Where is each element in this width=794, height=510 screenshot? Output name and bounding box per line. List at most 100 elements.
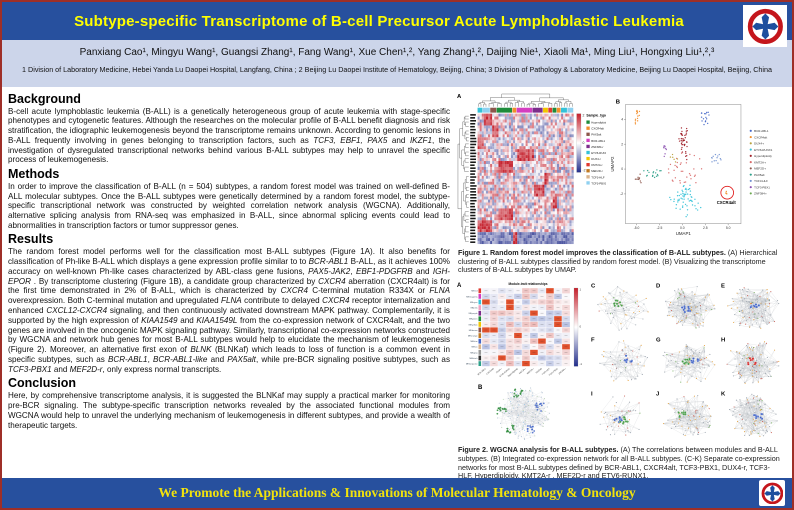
svg-text:CXCR4alt: CXCR4alt [754, 135, 767, 139]
svg-text:Sample_type: Sample_type [586, 114, 606, 118]
svg-text:B: B [478, 385, 483, 391]
svg-text:Hyperdiploidy: Hyperdiploidy [507, 367, 519, 378]
svg-text:DUX4-r: DUX4-r [754, 142, 764, 146]
svg-text:5.0: 5.0 [726, 226, 731, 230]
svg-text:2.5: 2.5 [703, 226, 708, 230]
poster-body: Background B-cell acute lymphoblastic le… [2, 87, 792, 481]
figure2-panel-k-network: K [721, 391, 778, 438]
figure2-panel-f-network: F [591, 337, 648, 382]
svg-text:TCF3-HLF: TCF3-HLF [591, 175, 605, 179]
svg-text:A: A [457, 283, 462, 289]
section-text-conclusion: Here, by comprehensive transcriptome ana… [8, 391, 450, 430]
svg-text:0: 0 [580, 325, 582, 329]
svg-text:0.0: 0.0 [680, 226, 685, 230]
section-heading-methods: Methods [8, 166, 60, 181]
section-heading-results: Results [8, 232, 54, 247]
svg-text:MEF2D-r: MEF2D-r [526, 367, 535, 375]
svg-text:ETV6-RUNX1: ETV6-RUNX1 [499, 368, 511, 378]
authors-strip: Panxiang Cao¹, Mingyu Wang¹, Guangsi Zha… [2, 40, 792, 87]
svg-text:B: B [616, 99, 620, 105]
hospital-cross-icon [747, 8, 783, 44]
svg-text:DUX4-r: DUX4-r [591, 157, 600, 161]
section-heading-conclusion: Conclusion [8, 376, 77, 391]
svg-text:MEturquoise: MEturquoise [466, 363, 479, 366]
figure2-panel-j-network: J [656, 391, 712, 437]
svg-text:MEmagenta: MEmagenta [466, 295, 478, 298]
svg-text:2: 2 [582, 114, 584, 118]
footer-slogan: We Promote the Applications & Innovation… [158, 485, 636, 500]
svg-text:A: A [457, 94, 462, 100]
hospital-logo [743, 5, 787, 47]
svg-text:G: G [656, 337, 661, 343]
svg-text:2: 2 [621, 142, 623, 146]
text-column: Background B-cell acute lymphoblastic le… [8, 90, 450, 473]
svg-text:-1: -1 [580, 362, 583, 366]
authors-line: Panxiang Cao¹, Mingyu Wang¹, Guangsi Zha… [79, 47, 715, 58]
svg-text:MEbrown: MEbrown [469, 329, 479, 332]
svg-text:MEpink: MEpink [471, 308, 479, 310]
figure2-panel-h-network: H [721, 337, 780, 384]
svg-text:KMT2A-r: KMT2A-r [754, 160, 766, 164]
section-text-results: The random forest model performs well fo… [8, 247, 451, 374]
figure2-left-panels: A Module-trait relationships MEred MEmagent… [456, 280, 590, 444]
svg-text:TCF3-PBX1: TCF3-PBX1 [754, 185, 770, 189]
svg-text:Hyperdiploidy: Hyperdiploidy [591, 121, 606, 125]
svg-text:TCF3-PBX1: TCF3-PBX1 [549, 368, 560, 377]
figure2-panel-i-network: I [591, 391, 641, 436]
svg-text:I: I [591, 391, 593, 397]
svg-text:CXCR4alt: CXCR4alt [486, 367, 495, 376]
svg-text:ZNF384-r: ZNF384-r [591, 145, 603, 149]
svg-text:Module-trait relationships: Module-trait relationships [509, 282, 548, 286]
svg-text:0: 0 [582, 141, 584, 145]
figure1-caption-title: Figure 1. Random forest model improves t… [458, 248, 726, 257]
svg-text:-2.5: -2.5 [657, 226, 663, 230]
svg-text:UMAP2: UMAP2 [610, 156, 615, 172]
svg-text:PAX5alt: PAX5alt [754, 173, 765, 177]
svg-text:ZNF384-r: ZNF384-r [754, 192, 767, 196]
figure2-panel-d-network: D [656, 283, 716, 329]
svg-text:F: F [591, 337, 595, 343]
figure1-panelB-umap: B -5.0 -2.5 0.0 2.5 5.0 -2 0 2 4 UMAP1 UMAP2 CXCR4al… [610, 99, 773, 236]
svg-text:MEgreen: MEgreen [469, 318, 478, 321]
svg-text:UMAP1: UMAP1 [676, 231, 692, 236]
svg-text:-2: -2 [582, 168, 585, 172]
svg-text:MEred: MEred [471, 290, 478, 293]
svg-text:KMT2A-r: KMT2A-r [518, 367, 527, 375]
svg-text:ETV6-RUNX1: ETV6-RUNX1 [754, 148, 773, 152]
poster-title: Subtype-specific Transcriptome of B-cell… [74, 12, 684, 30]
svg-text:PAX5alt: PAX5alt [591, 133, 601, 137]
svg-text:DUX4-r: DUX4-r [495, 367, 502, 374]
svg-text:0: 0 [621, 167, 623, 171]
svg-text:TCF3-HLF: TCF3-HLF [542, 368, 551, 376]
svg-text:PAX5alt: PAX5alt [535, 367, 543, 374]
section-heading-background: Background [8, 91, 81, 106]
figure2-panelA-module-trait-matrix: A Module-trait relationships MEred MEmagent… [457, 282, 583, 378]
svg-text:BCR-ABL1: BCR-ABL1 [477, 367, 487, 376]
svg-text:MEF2D-r: MEF2D-r [591, 169, 603, 173]
svg-text:MEpurple: MEpurple [469, 312, 479, 315]
svg-text:TCF3-HLF: TCF3-HLF [754, 179, 768, 183]
svg-text:TCF3-PBX1: TCF3-PBX1 [591, 181, 606, 185]
svg-text:MEF2D-r: MEF2D-r [754, 167, 766, 171]
svg-text:CXCR4alt: CXCR4alt [591, 127, 604, 131]
figure2-caption: Figure 2. WGCNA analysis for B-ALL subty… [458, 445, 784, 481]
svg-text:BCR-ABL1: BCR-ABL1 [591, 139, 605, 143]
svg-text:Hyperdiploidy: Hyperdiploidy [754, 154, 772, 158]
svg-text:H: H [721, 337, 725, 343]
svg-text:MEblack: MEblack [470, 358, 479, 360]
svg-text:ZNF384-r: ZNF384-r [558, 367, 567, 375]
svg-text:MEorange: MEorange [468, 335, 478, 338]
figure2-panel-c-network: C [591, 283, 649, 331]
figure2: A Module-trait relationships MEred MEmagent… [456, 280, 786, 444]
figure2-panel-e-network: E [721, 283, 780, 329]
figure1-caption-text: (A) Hierarchical clustering of B-ALL sub… [458, 248, 778, 275]
svg-text:-2: -2 [620, 192, 623, 196]
section-text-methods: In order to improve the classification o… [8, 181, 450, 230]
svg-text:D: D [656, 283, 660, 289]
svg-text:MEgrey: MEgrey [470, 351, 478, 354]
svg-text:-5.0: -5.0 [634, 226, 640, 230]
figure2-panelB-integrated-network: B [478, 385, 550, 440]
svg-text:MEcyan: MEcyan [470, 302, 478, 304]
